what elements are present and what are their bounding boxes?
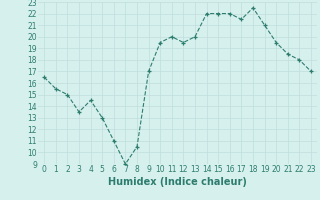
X-axis label: Humidex (Indice chaleur): Humidex (Indice chaleur) bbox=[108, 177, 247, 187]
